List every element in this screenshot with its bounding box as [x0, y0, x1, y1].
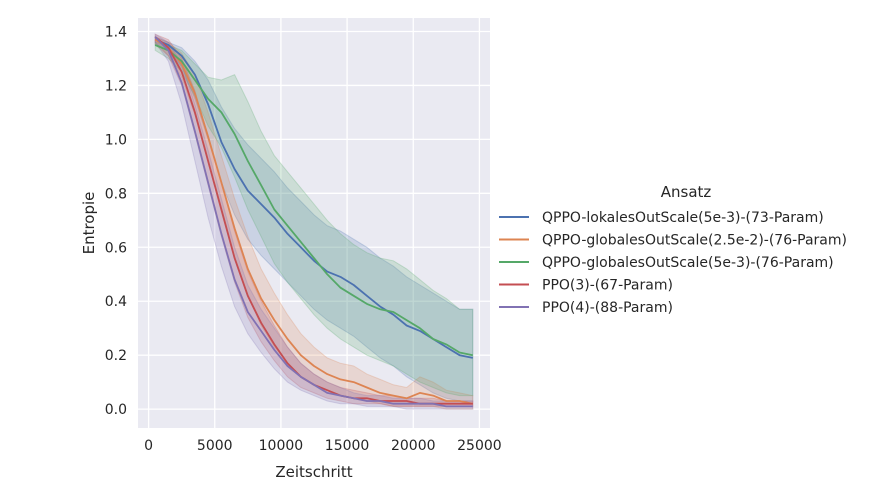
y-tick-label: 0.4 [105, 294, 127, 310]
y-tick-label: 0.0 [105, 402, 127, 418]
legend: Ansatz QPPO-lokalesOutScale(5e-3)-(73-Pa… [499, 183, 847, 316]
x-tick-label: 10000 [259, 438, 304, 454]
legend-label-series-4: PPO(3)-(67-Param) [542, 278, 673, 294]
confidence-band-series-1 [154, 36, 474, 402]
series-lines [154, 36, 473, 408]
x-tick-label: 25000 [457, 438, 502, 454]
legend-label-series-3: QPPO-globalesOutScale(5e-3)-(76-Param) [542, 255, 834, 271]
x-tick-label: 5000 [197, 438, 233, 454]
y-axis-label: Entropie [80, 192, 98, 255]
line-series-1 [154, 38, 473, 359]
y-tick-label: 1.0 [105, 132, 127, 148]
confidence-band-series-3 [154, 41, 474, 397]
y-tick-label: 0.2 [105, 348, 127, 364]
y-tick-label: 1.2 [105, 78, 127, 94]
legend-title: Ansatz [661, 183, 712, 201]
line-series-2 [154, 38, 473, 405]
y-tick-label: 1.4 [105, 24, 127, 40]
x-axis-label: Zeitschritt [275, 463, 352, 481]
plot-area [138, 18, 490, 428]
legend-label-series-1: QPPO-lokalesOutScale(5e-3)-(73-Param) [542, 210, 824, 226]
x-tick-label: 0 [144, 438, 153, 454]
y-tick-label: 0.6 [105, 240, 127, 256]
line-series-5 [154, 36, 473, 408]
line-series-3 [154, 44, 473, 357]
y-tick-label: 0.8 [105, 186, 127, 202]
y-axis-ticks: 0.0 0.2 0.4 0.6 0.8 1.0 1.2 1.4 [105, 24, 127, 418]
x-axis-ticks: 0 5000 10000 15000 20000 25000 [144, 438, 502, 454]
grid-lines [138, 18, 490, 428]
x-tick-label: 15000 [325, 438, 370, 454]
legend-label-series-2: QPPO-globalesOutScale(2.5e-2)-(76-Param) [542, 233, 847, 249]
x-tick-label: 20000 [391, 438, 436, 454]
legend-label-series-5: PPO(4)-(88-Param) [542, 300, 673, 316]
